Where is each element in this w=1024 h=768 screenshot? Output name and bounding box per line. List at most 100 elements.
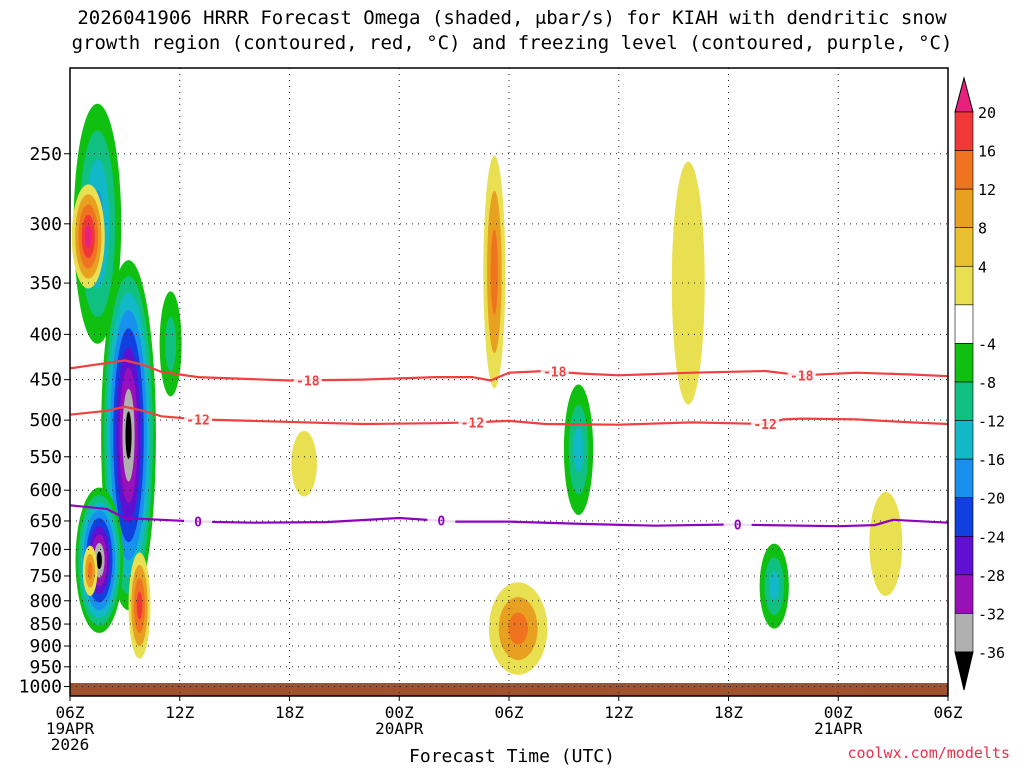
colorbar-box-13 xyxy=(954,613,974,653)
omega-cell-13-level-0 xyxy=(869,491,903,596)
colorbar-label-3: 8 xyxy=(978,220,987,238)
omega-cell-2-level-8 xyxy=(96,551,102,570)
colorbar-top-arrow xyxy=(954,76,974,113)
xtick-label-6-0: 12Z xyxy=(165,703,194,722)
ytick-label-550: 550 xyxy=(29,447,62,468)
ytick-label-800: 800 xyxy=(29,591,62,612)
colorbar-label-9: -20 xyxy=(978,490,1005,508)
colorbar-label-5: -4 xyxy=(978,335,996,353)
contour-label-0-0: -18 xyxy=(296,374,320,389)
xtick-label-36-0: 18Z xyxy=(714,703,743,722)
xtick-label-12-0: 18Z xyxy=(275,703,304,722)
chart-title: 2026041906 HRRR Forecast Omega (shaded, … xyxy=(0,6,1024,56)
contour-label-bg-1-0 xyxy=(184,411,213,427)
ytick-label-400: 400 xyxy=(29,324,62,345)
colorbar-box-5 xyxy=(954,304,974,344)
contour-label-bg-2-2 xyxy=(723,516,752,532)
ytick-label-1000: 1000 xyxy=(19,677,62,698)
colorbar-label-6: -8 xyxy=(978,374,996,392)
contour-line-0 xyxy=(69,359,949,382)
title-line-1: 2026041906 HRRR Forecast Omega (shaded, … xyxy=(77,7,947,29)
contour-label-bg-2-1 xyxy=(427,512,456,528)
colorbar-box-11 xyxy=(954,535,974,576)
contour-label-2-2: 0 xyxy=(734,519,742,534)
pressure-axis: 2503003504004505005506006507007508008509… xyxy=(19,144,70,698)
colorbar-box-9 xyxy=(954,458,974,499)
contour-label-1-0: -12 xyxy=(186,413,209,428)
contour-label-2-1: 0 xyxy=(437,515,445,530)
colorbar-box-0 xyxy=(954,111,974,151)
omega-cell-6-level-1 xyxy=(165,316,177,372)
ytick-label-600: 600 xyxy=(29,480,62,501)
omega-cell-8-level-2 xyxy=(490,229,499,315)
contour-label-bg-1-2 xyxy=(751,415,780,431)
xtick-label-0-1: 19APR xyxy=(46,719,95,738)
x-axis-label: Forecast Time (UTC) xyxy=(409,746,615,767)
colorbar-box-3 xyxy=(954,227,974,267)
contour-label-0-2: -18 xyxy=(790,369,814,384)
contour-line-2 xyxy=(69,504,949,528)
ground-bar xyxy=(70,683,948,696)
omega-cell-4-level-2 xyxy=(87,562,93,580)
colorbar-box-12 xyxy=(954,574,974,614)
colorbar-label-0: 20 xyxy=(978,104,996,122)
contour-label-bg-0-1 xyxy=(540,363,569,379)
contour-label-bg-0-2 xyxy=(787,367,816,383)
ytick-label-850: 850 xyxy=(29,614,62,635)
omega-cell-9-level-2 xyxy=(573,426,584,473)
xtick-label-30-0: 12Z xyxy=(604,703,633,722)
contour-label-1-1: -12 xyxy=(461,416,484,431)
ytick-label-700: 700 xyxy=(29,539,62,560)
xtick-label-42-0: 00Z xyxy=(824,703,853,722)
xtick-label-18-1: 20APR xyxy=(375,719,424,738)
contour-label-2-0: 0 xyxy=(194,516,202,531)
ytick-label-900: 900 xyxy=(29,636,62,657)
contour-label-1-2: -12 xyxy=(753,418,776,433)
contour-label-bg-0-0 xyxy=(293,372,322,388)
temperature-contours: -18 -18 -18 -12 -12 -12 0 0 0 xyxy=(69,359,949,534)
omega-cell-3-level-4 xyxy=(84,225,92,248)
colorbar-label-1: 16 xyxy=(978,143,996,161)
ytick-label-450: 450 xyxy=(29,370,62,391)
colorbar-label-13: -36 xyxy=(978,644,1005,662)
xtick-label-0-0: 06Z xyxy=(56,703,85,722)
ytick-label-750: 750 xyxy=(29,566,62,587)
colorbar-label-12: -32 xyxy=(978,605,1005,623)
colorbar-box-8 xyxy=(954,420,974,460)
colorbar-label-2: 12 xyxy=(978,181,996,199)
ytick-label-500: 500 xyxy=(29,410,62,431)
xtick-label-0-2: 2026 xyxy=(51,735,90,754)
colorbar-label-10: -24 xyxy=(978,528,1005,546)
xtick-label-24-0: 06Z xyxy=(495,703,524,722)
colorbar-label-7: -12 xyxy=(978,413,1005,431)
ytick-label-300: 300 xyxy=(29,214,62,235)
xtick-label-42-1: 21APR xyxy=(814,719,863,738)
colorbar-box-7 xyxy=(954,381,974,421)
ytick-label-950: 950 xyxy=(29,657,62,678)
colorbar-label-11: -28 xyxy=(978,567,1005,585)
omega-cell-12-level-2 xyxy=(769,571,780,601)
colorbar-label-4: 4 xyxy=(978,258,987,276)
contour-label-bg-1-1 xyxy=(458,414,487,430)
ytick-label-650: 650 xyxy=(29,511,62,532)
title-line-2: growth region (contoured, red, °C) and f… xyxy=(71,32,953,54)
contour-label-bg-2-0 xyxy=(184,513,213,529)
omega-colorbar[interactable]: 20 16 12 8 4 -4 -8 -12 -16 -20 -24 -28 -32 -36 xyxy=(954,76,1005,691)
omega-cell-5-level-3 xyxy=(136,591,143,620)
contour-label-0-1: -18 xyxy=(543,366,567,381)
colorbar-box-10 xyxy=(954,497,974,537)
omega-cell-7-level-0 xyxy=(291,430,317,497)
ytick-label-350: 350 xyxy=(29,273,62,294)
xtick-label-48-0: 06Z xyxy=(934,703,963,722)
contour-line-1 xyxy=(69,405,949,426)
watermark: coolwx.com/modelts xyxy=(847,744,1010,762)
colorbar-box-1 xyxy=(954,150,974,190)
omega-shading xyxy=(71,103,903,675)
colorbar-box-2 xyxy=(954,188,974,229)
colorbar-label-8: -16 xyxy=(978,451,1005,469)
xtick-label-18-0: 00Z xyxy=(385,703,414,722)
ytick-label-250: 250 xyxy=(29,144,62,165)
colorbar-box-6 xyxy=(954,343,974,383)
